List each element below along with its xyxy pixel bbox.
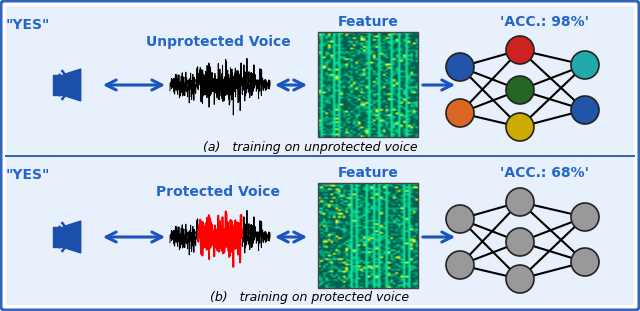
Text: Feature: Feature (337, 15, 399, 29)
Bar (318, 32, 418, 137)
Bar (53, 75, 63, 95)
Text: "YES": "YES" (6, 18, 50, 32)
Circle shape (506, 113, 534, 141)
Text: Unprotected Voice: Unprotected Voice (146, 35, 291, 49)
Text: Protected Voice: Protected Voice (156, 185, 280, 199)
Text: (a)   training on unprotected voice: (a) training on unprotected voice (203, 142, 417, 155)
Bar (6, 6, 634, 154)
Bar (53, 226, 63, 248)
Circle shape (446, 251, 474, 279)
Circle shape (446, 99, 474, 127)
Circle shape (506, 265, 534, 293)
Text: (b)   training on protected voice: (b) training on protected voice (211, 291, 410, 304)
Circle shape (446, 53, 474, 81)
Text: "YES": "YES" (6, 168, 50, 182)
Polygon shape (63, 221, 81, 253)
Polygon shape (63, 69, 81, 101)
Text: Feature: Feature (337, 166, 399, 180)
Text: 'ACC.: 68%': 'ACC.: 68%' (500, 166, 589, 180)
Circle shape (506, 188, 534, 216)
Circle shape (446, 205, 474, 233)
Circle shape (571, 248, 599, 276)
Text: 'ACC.: 98%': 'ACC.: 98%' (500, 15, 589, 29)
Circle shape (506, 228, 534, 256)
Circle shape (506, 36, 534, 64)
Circle shape (571, 51, 599, 79)
Circle shape (571, 96, 599, 124)
Circle shape (571, 203, 599, 231)
Bar (318, 183, 418, 288)
Circle shape (506, 76, 534, 104)
Bar (6, 157, 634, 305)
